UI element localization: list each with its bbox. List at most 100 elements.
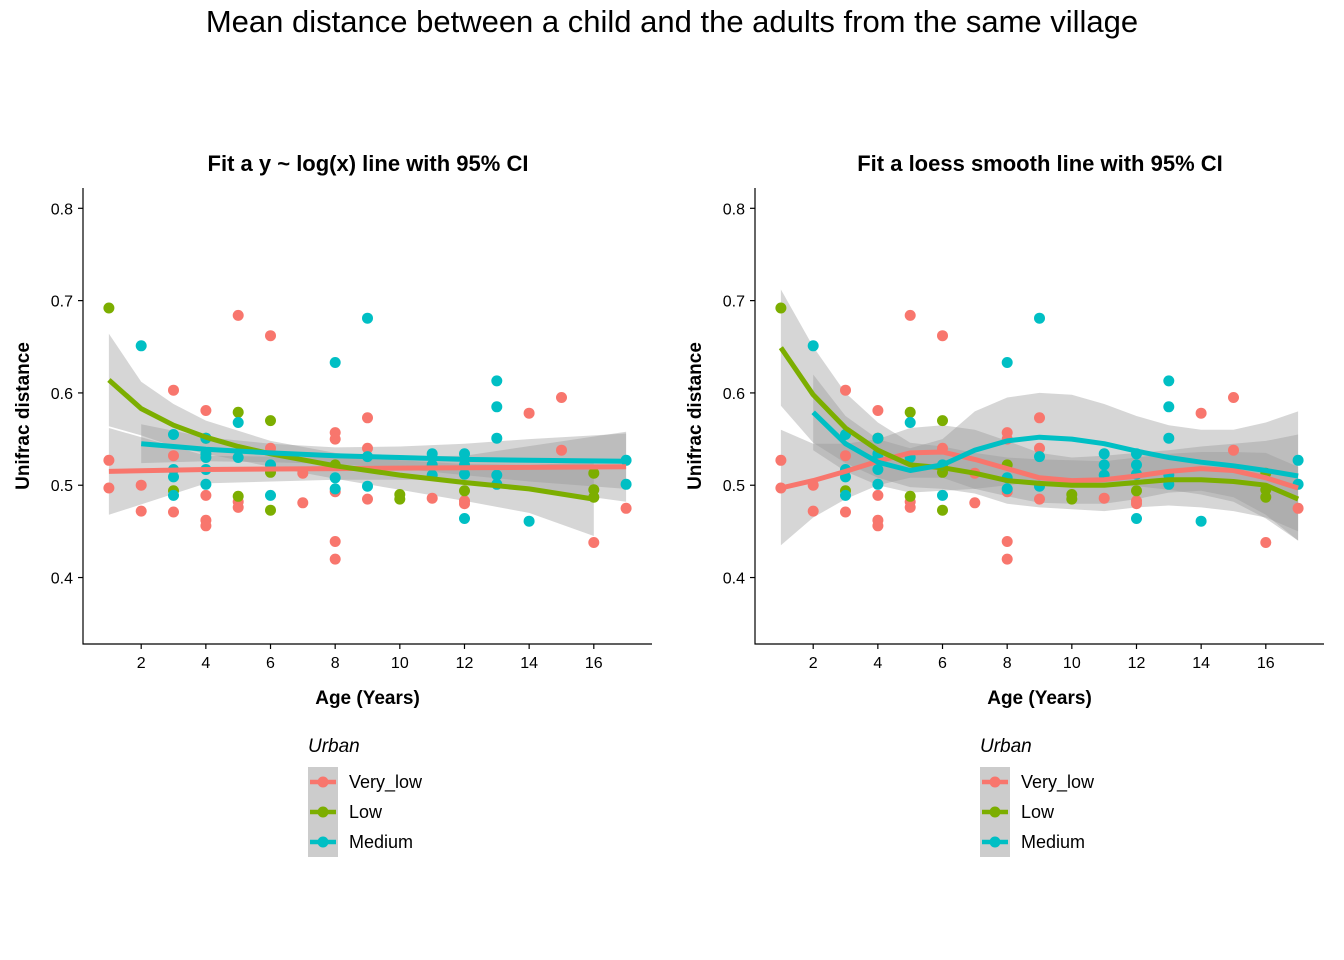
data-point-medium bbox=[1195, 515, 1207, 527]
data-point-very_low bbox=[135, 505, 147, 517]
data-point-very_low bbox=[840, 384, 851, 396]
data-point-medium bbox=[491, 401, 503, 413]
data-point-medium bbox=[491, 469, 503, 481]
legend-key-point bbox=[317, 836, 329, 848]
data-point-very_low bbox=[904, 309, 916, 321]
x-tick-label: 6 bbox=[266, 655, 275, 672]
data-point-medium bbox=[1034, 312, 1045, 324]
y-tick-label: 0.4 bbox=[723, 571, 745, 588]
data-point-very_low bbox=[840, 506, 851, 518]
data-point-very_low bbox=[1034, 412, 1045, 424]
x-tick-label: 6 bbox=[938, 655, 947, 672]
data-point-medium bbox=[362, 480, 373, 492]
data-point-very_low bbox=[1195, 407, 1207, 419]
data-point-very_low bbox=[872, 489, 884, 501]
y-tick-label: 0.8 bbox=[51, 201, 73, 218]
data-point-medium bbox=[459, 468, 470, 480]
y-tick-label: 0.4 bbox=[51, 571, 73, 588]
legend-label-low: Low bbox=[349, 802, 383, 822]
data-point-very_low bbox=[1001, 553, 1013, 565]
data-point-very_low bbox=[1292, 502, 1304, 514]
data-point-medium bbox=[491, 432, 503, 444]
data-point-low bbox=[904, 406, 916, 418]
data-point-medium bbox=[1131, 513, 1142, 524]
data-point-very_low bbox=[265, 330, 276, 342]
data-point-medium bbox=[872, 478, 884, 490]
data-point-medium bbox=[904, 417, 916, 428]
data-point-very_low bbox=[1260, 537, 1272, 548]
data-point-very_low bbox=[297, 497, 309, 509]
data-point-medium bbox=[329, 483, 341, 495]
data-point-very_low bbox=[1131, 498, 1142, 510]
legend-label-very_low: Very_low bbox=[1021, 772, 1095, 793]
data-point-medium bbox=[523, 515, 535, 527]
data-point-medium bbox=[491, 375, 503, 387]
data-point-very_low bbox=[775, 454, 787, 466]
fit-line-medium bbox=[140, 441, 627, 464]
y-tick-label: 0.5 bbox=[723, 478, 745, 495]
data-point-very_low bbox=[200, 489, 212, 501]
legend-key-point bbox=[989, 776, 1001, 788]
data-point-very_low bbox=[426, 492, 438, 504]
data-point-medium bbox=[362, 312, 373, 324]
data-point-low bbox=[232, 490, 244, 502]
data-point-very_low bbox=[840, 450, 851, 462]
data-point-very_low bbox=[200, 520, 212, 532]
data-point-medium bbox=[1163, 401, 1175, 413]
fit-line-very_low bbox=[780, 449, 1299, 491]
legend-title: Urban bbox=[980, 736, 1032, 757]
x-tick-label: 14 bbox=[1192, 655, 1210, 672]
data-point-medium bbox=[1163, 432, 1175, 444]
data-point-very_low bbox=[1098, 492, 1110, 504]
fit-line-very_low bbox=[108, 464, 627, 474]
x-tick-label: 4 bbox=[201, 655, 210, 672]
data-point-medium bbox=[872, 464, 884, 475]
x-tick-label: 10 bbox=[1063, 655, 1081, 672]
data-point-medium bbox=[329, 357, 341, 368]
data-point-very_low bbox=[1228, 392, 1239, 403]
data-point-very_low bbox=[362, 442, 373, 454]
fit-line-low bbox=[778, 346, 1300, 502]
data-point-very_low bbox=[329, 553, 341, 565]
x-tick-label: 2 bbox=[137, 655, 146, 672]
data-point-medium bbox=[937, 489, 948, 501]
x-axis-label: Age (Years) bbox=[987, 688, 1092, 709]
data-point-medium bbox=[200, 452, 212, 463]
data-point-very_low bbox=[969, 497, 981, 509]
data-point-very_low bbox=[556, 444, 567, 456]
data-point-medium bbox=[1001, 483, 1013, 495]
data-point-medium bbox=[232, 452, 244, 463]
data-point-low bbox=[103, 302, 115, 314]
data-point-very_low bbox=[937, 330, 948, 342]
x-tick-label: 12 bbox=[456, 655, 474, 672]
legend-title: Urban bbox=[308, 736, 360, 757]
data-point-medium bbox=[1163, 375, 1175, 387]
data-point-very_low bbox=[523, 407, 535, 419]
y-tick-label: 0.6 bbox=[51, 386, 73, 403]
chart-title: Fit a loess smooth line with 95% CI bbox=[857, 151, 1223, 176]
y-tick-label: 0.7 bbox=[51, 294, 73, 311]
x-tick-label: 4 bbox=[873, 655, 882, 672]
data-point-medium bbox=[459, 448, 470, 460]
x-axis-label: Age (Years) bbox=[315, 688, 420, 709]
data-point-very_low bbox=[620, 502, 632, 514]
data-point-very_low bbox=[103, 482, 115, 494]
data-point-very_low bbox=[588, 537, 600, 548]
data-point-very_low bbox=[556, 392, 567, 403]
data-point-medium bbox=[459, 513, 470, 524]
data-point-medium bbox=[1098, 448, 1110, 460]
legend-label-low: Low bbox=[1021, 802, 1055, 822]
data-point-medium bbox=[329, 472, 341, 484]
data-point-very_low bbox=[103, 454, 115, 466]
x-tick-label: 14 bbox=[520, 655, 538, 672]
data-point-very_low bbox=[459, 498, 470, 510]
y-tick-label: 0.8 bbox=[723, 201, 745, 218]
y-axis-label: Unifrac distance bbox=[685, 342, 706, 490]
chart-title: Fit a y ~ log(x) line with 95% CI bbox=[208, 151, 529, 176]
data-point-medium bbox=[1001, 357, 1013, 368]
data-point-medium bbox=[807, 340, 819, 352]
confidence-band-medium bbox=[813, 374, 1299, 541]
y-axis-label: Unifrac distance bbox=[13, 342, 34, 490]
data-point-low bbox=[1260, 491, 1272, 503]
